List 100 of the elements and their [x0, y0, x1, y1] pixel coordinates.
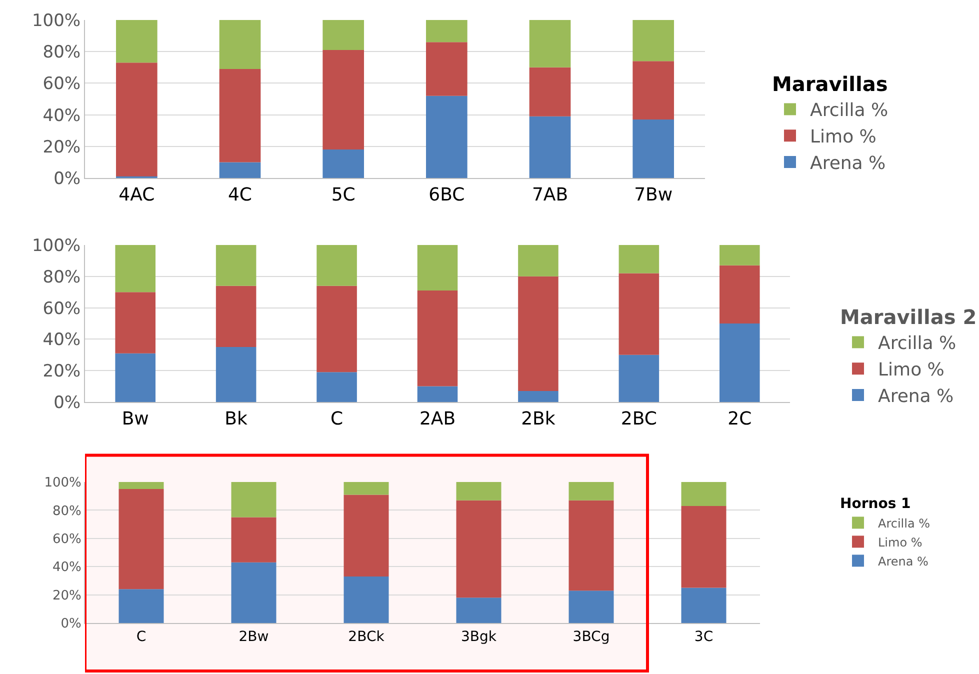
bar [219, 68, 261, 162]
y-tick-label: 60% [42, 298, 81, 319]
y-tick-label: 0% [54, 168, 81, 189]
bar [116, 20, 158, 63]
bar [216, 347, 256, 402]
x-tick-label: 7Bw [634, 184, 673, 206]
y-tick-label: 0% [60, 616, 82, 632]
x-tick-label: 2Bk [521, 408, 556, 430]
bar [115, 245, 156, 292]
bar [529, 20, 571, 68]
bar [231, 482, 276, 518]
y-tick-label: 20% [52, 588, 82, 604]
bar [316, 286, 357, 372]
x-tick-label: 2BCk [348, 628, 386, 645]
x-tick-label: 5C [331, 184, 356, 206]
legend-title: Hornos 1 [840, 496, 911, 512]
y-tick-label: 0% [54, 392, 81, 413]
x-tick-label: 2AB [419, 408, 456, 430]
bar [219, 20, 261, 69]
bar [417, 245, 458, 291]
x-tick-label: Bw [122, 408, 149, 430]
bar [618, 245, 660, 274]
legend-label: Arcilla % [878, 333, 956, 354]
x-tick-label: 4AC [118, 184, 155, 206]
x-tick-label: 7AB [532, 184, 568, 206]
y-tick-label: 80% [52, 504, 82, 519]
bar [118, 482, 164, 490]
bar [518, 245, 558, 276]
bar [681, 482, 726, 506]
bar [568, 482, 614, 500]
y-tick-label: 100% [32, 236, 81, 256]
y-tick-label: 20% [42, 362, 81, 382]
bar [417, 290, 458, 386]
legend-title: Maravillas 2 [840, 305, 977, 329]
bar [316, 245, 357, 286]
bar [529, 67, 571, 116]
x-tick-label: 3BCg [572, 628, 610, 645]
y-tick-label: 40% [52, 560, 82, 576]
bar [116, 62, 158, 176]
y-tick-label: 60% [52, 532, 82, 547]
x-tick-label: 6BC [428, 184, 465, 206]
bar [518, 391, 558, 402]
bar [720, 245, 760, 266]
bar [720, 265, 760, 324]
y-tick-label: 20% [42, 137, 81, 158]
x-tick-label: 4C [228, 184, 252, 206]
bar [681, 588, 726, 623]
text: Limo % [878, 535, 922, 550]
bar [115, 292, 156, 354]
y-tick-label: 80% [42, 267, 81, 288]
text: Arcilla % [878, 516, 930, 530]
y-tick-label: 60% [42, 74, 81, 94]
bar [322, 50, 364, 150]
y-tick-label: 40% [42, 330, 81, 350]
y-tick-label: 40% [42, 106, 81, 126]
x-tick-label: C [330, 408, 344, 430]
bar [632, 61, 674, 120]
x-tick-label: 2Bw [238, 628, 269, 645]
bar [529, 116, 571, 178]
bar [115, 353, 156, 402]
bar [681, 506, 726, 588]
bar [426, 42, 468, 96]
bar [456, 482, 502, 500]
bar [322, 20, 364, 50]
legend-label: Arena % [810, 153, 886, 174]
bar [344, 576, 389, 623]
bar [322, 150, 364, 178]
y-tick-label: 100% [32, 10, 81, 31]
bar [518, 276, 558, 392]
x-tick-label: C [136, 628, 146, 645]
legend-label: Limo % [878, 360, 944, 381]
x-tick-label: 2C [728, 408, 752, 430]
legend-label: Arena % [878, 386, 954, 408]
bar [216, 245, 256, 286]
bar [632, 120, 674, 178]
bar [618, 354, 660, 402]
y-tick-label: 100% [44, 476, 82, 491]
bar [118, 589, 164, 623]
bar [216, 286, 256, 348]
bar [456, 598, 502, 623]
x-tick-label: 2BC [620, 408, 657, 430]
bar [720, 324, 760, 402]
bar [231, 562, 276, 623]
text: Arena % [878, 554, 928, 568]
x-tick-label: Bk [224, 408, 248, 430]
x-tick-label: 3Bgk [460, 628, 498, 645]
bar [417, 386, 458, 402]
bar [426, 96, 468, 178]
bar [568, 500, 614, 591]
bar [456, 500, 502, 598]
bar [219, 162, 261, 178]
bar [632, 20, 674, 62]
bar [231, 517, 276, 562]
bar [426, 20, 468, 42]
legend-label: Arcilla % [810, 100, 888, 122]
y-tick-label: 80% [42, 42, 81, 63]
bar [618, 273, 660, 355]
bar [118, 489, 164, 590]
bar [344, 494, 389, 576]
bar [316, 372, 357, 402]
